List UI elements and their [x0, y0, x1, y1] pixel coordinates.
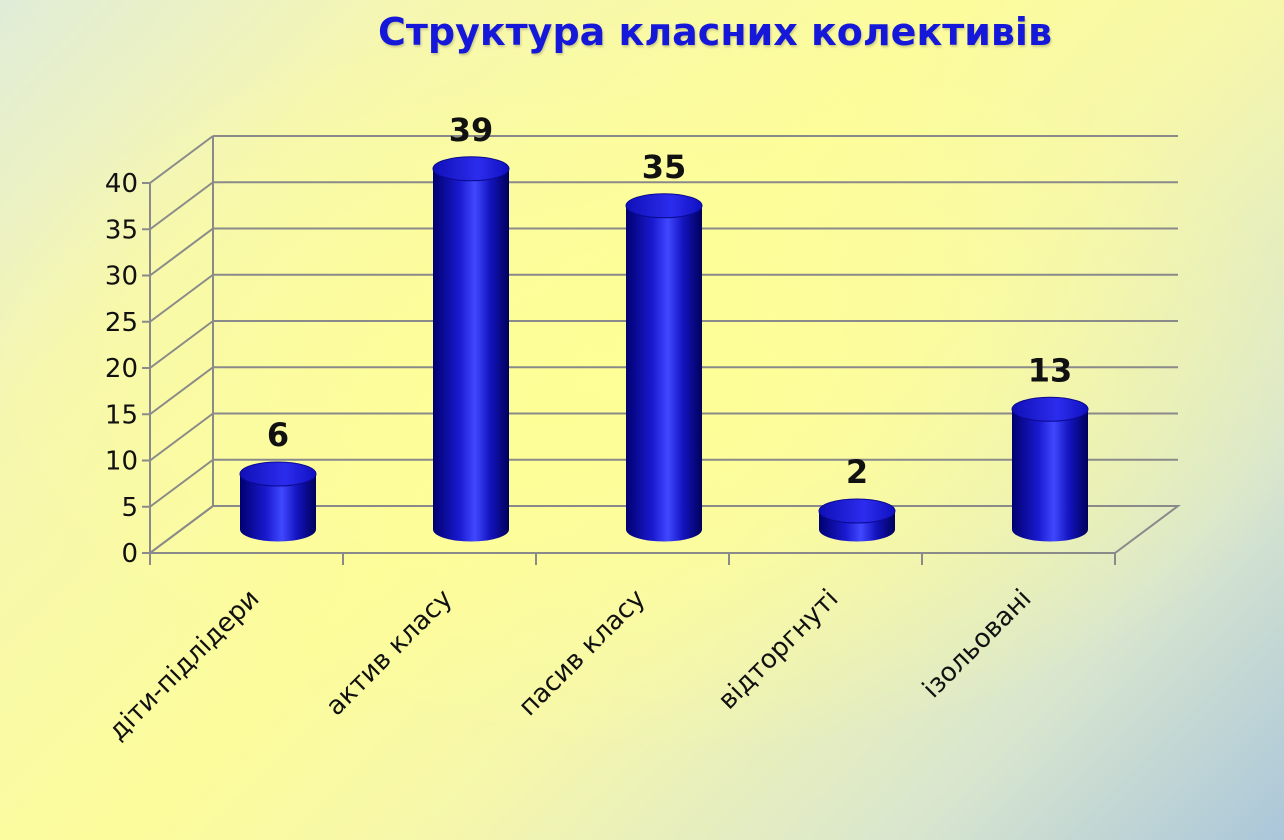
gridline-side	[149, 181, 214, 231]
x-tick-label: діти-підлідери	[103, 584, 266, 747]
data-label: 13	[1028, 351, 1073, 389]
gridline-side	[149, 505, 214, 554]
gridline-side	[149, 135, 214, 184]
bar	[1011, 396, 1089, 542]
gridline-side	[149, 458, 214, 508]
y-tick-label: 15	[105, 400, 138, 430]
x-tick-label: відторгнуті	[713, 584, 845, 716]
bar	[818, 498, 896, 542]
y-tick-label: 5	[121, 493, 138, 523]
bar-body	[626, 205, 702, 542]
gridline-side	[149, 273, 214, 323]
y-tick-label: 40	[105, 169, 138, 199]
data-label: 35	[642, 148, 687, 186]
bar-body	[1012, 409, 1088, 542]
bar-body	[433, 168, 509, 542]
gridline-side	[149, 366, 214, 416]
y-tick-label: 25	[105, 308, 138, 338]
y-tick-label: 30	[105, 262, 138, 292]
x-tick-label: пасив класу	[513, 584, 651, 722]
x-tick-label: ізольовані	[917, 584, 1037, 704]
y-tick-label: 20	[105, 354, 138, 384]
gridline-side	[149, 227, 214, 277]
x-tick-label: актив класу	[320, 584, 458, 722]
bar-top	[1011, 396, 1089, 422]
chart-title: Структура класних колективів	[377, 10, 1053, 54]
bar-top	[239, 461, 317, 487]
bar-top	[625, 193, 703, 219]
y-tick-label: 10	[105, 447, 138, 477]
bar-body	[240, 474, 316, 542]
bar-top	[818, 498, 896, 524]
data-label: 39	[449, 111, 494, 149]
y-tick-label: 0	[121, 539, 138, 569]
bar	[625, 193, 703, 542]
y-tick-label: 35	[105, 215, 138, 245]
data-label: 6	[267, 416, 289, 454]
bar	[239, 461, 317, 542]
bar	[432, 156, 510, 542]
bar-top	[432, 156, 510, 182]
gridline-side	[149, 412, 214, 462]
gridline-side	[149, 320, 214, 369]
data-label: 2	[846, 453, 868, 491]
